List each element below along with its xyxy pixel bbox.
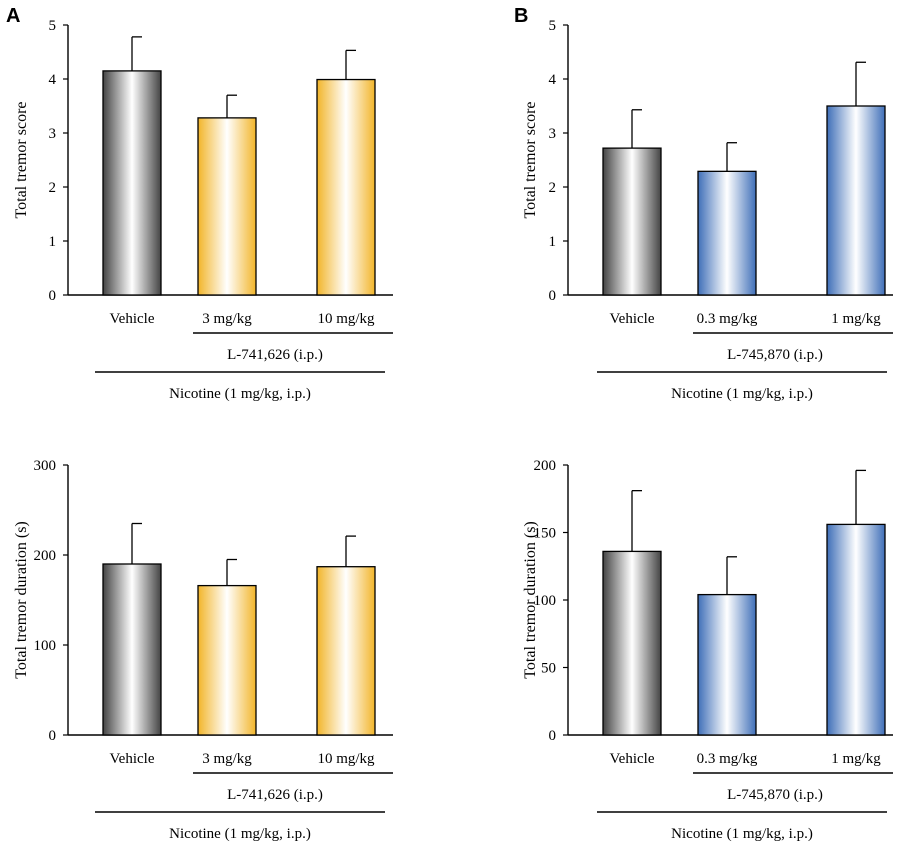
y-axis-label: Total tremor score bbox=[13, 101, 30, 218]
panel-b-bottom: 0 50 100 150 200 Total tremor duration (s) Veh… bbox=[522, 458, 893, 842]
y-tick-label: 100 bbox=[34, 638, 57, 654]
bar-vehicle bbox=[102, 563, 162, 736]
y-tick-label: 50 bbox=[541, 661, 556, 677]
y-tick-label: 4 bbox=[49, 72, 57, 88]
panel-b-top: 0 1 2 3 4 5 Total tremor score Vehicle 0.3 mg/kg… bbox=[522, 18, 893, 402]
y-tick-label: 2 bbox=[49, 180, 57, 196]
y-axis-label: Total tremor duration (s) bbox=[13, 521, 30, 679]
y-tick-label: 0 bbox=[49, 288, 57, 304]
y-tick-label: 0 bbox=[49, 728, 57, 744]
category-label: Vehicle bbox=[610, 311, 655, 327]
y-tick-label: 0 bbox=[549, 288, 557, 304]
y-axis-label: Total tremor duration (s) bbox=[522, 521, 539, 679]
panel-a-bottom: 0 100 200 300 Total tremor duration (s) Vehic… bbox=[13, 458, 393, 842]
nicotine-group-label: Nicotine (1 mg/kg, i.p.) bbox=[169, 826, 311, 842]
y-tick-label: 1 bbox=[549, 234, 557, 250]
y-tick-label: 4 bbox=[549, 72, 557, 88]
bar-1-mg-kg bbox=[826, 523, 886, 736]
nicotine-group-label: Nicotine (1 mg/kg, i.p.) bbox=[169, 386, 311, 402]
bar-0-3-mg-kg bbox=[697, 170, 757, 296]
bar-3-mg-kg bbox=[197, 117, 257, 296]
bar-vehicle bbox=[602, 550, 662, 736]
panel-label-a: A bbox=[6, 5, 20, 27]
y-tick-label: 3 bbox=[49, 126, 57, 142]
y-tick-label: 2 bbox=[549, 180, 557, 196]
nicotine-group-label: Nicotine (1 mg/kg, i.p.) bbox=[671, 386, 813, 402]
drug-group-label: L-745,870 (i.p.) bbox=[727, 347, 823, 363]
category-label: Vehicle bbox=[110, 751, 155, 767]
category-label: 0.3 mg/kg bbox=[697, 751, 758, 767]
category-label: 10 mg/kg bbox=[317, 311, 375, 327]
category-label: Vehicle bbox=[610, 751, 655, 767]
y-tick-label: 200 bbox=[534, 458, 557, 474]
category-label: 1 mg/kg bbox=[831, 751, 881, 767]
y-tick-label: 100 bbox=[534, 593, 557, 609]
bar-vehicle bbox=[102, 70, 162, 296]
category-label: Vehicle bbox=[110, 311, 155, 327]
category-label: 1 mg/kg bbox=[831, 311, 881, 327]
panel-label-b: B bbox=[514, 5, 528, 27]
bar-10-mg-kg bbox=[316, 78, 376, 296]
category-label: 3 mg/kg bbox=[202, 751, 252, 767]
y-tick-label: 3 bbox=[549, 126, 557, 142]
drug-group-label: L-745,870 (i.p.) bbox=[727, 787, 823, 803]
y-axis-label: Total tremor score bbox=[522, 101, 539, 218]
drug-group-label: L-741,626 (i.p.) bbox=[227, 787, 323, 803]
y-tick-label: 300 bbox=[34, 458, 57, 474]
y-tick-label: 5 bbox=[549, 18, 557, 34]
drug-group-label: L-741,626 (i.p.) bbox=[227, 347, 323, 363]
y-tick-label: 0 bbox=[549, 728, 557, 744]
bar-1-mg-kg bbox=[826, 105, 886, 296]
bar-vehicle bbox=[602, 147, 662, 296]
category-label: 3 mg/kg bbox=[202, 311, 252, 327]
nicotine-group-label: Nicotine (1 mg/kg, i.p.) bbox=[671, 826, 813, 842]
bar-3-mg-kg bbox=[197, 584, 257, 736]
y-tick-label: 200 bbox=[34, 548, 57, 564]
category-label: 0.3 mg/kg bbox=[697, 311, 758, 327]
category-label: 10 mg/kg bbox=[317, 751, 375, 767]
y-tick-label: 150 bbox=[534, 526, 557, 542]
y-tick-label: 5 bbox=[49, 18, 57, 34]
panel-a-top: 0 1 2 3 4 5 Total tremor score Vehicle 3 mg/kg 10… bbox=[13, 18, 393, 402]
bar-0-3-mg-kg bbox=[697, 593, 757, 736]
bar-10-mg-kg bbox=[316, 566, 376, 736]
y-tick-label: 1 bbox=[49, 234, 57, 250]
